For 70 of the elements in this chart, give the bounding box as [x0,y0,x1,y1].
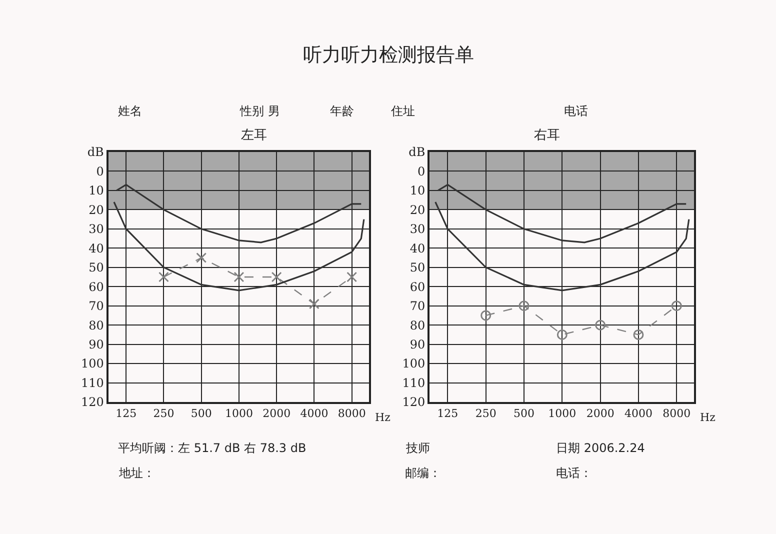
y-tick-label: 120 [80,395,104,410]
x-tick-label: 8000 [662,407,691,420]
point [518,300,530,312]
y-tick-label: 30 [88,222,104,236]
x-tick-label: 2000 [262,407,291,420]
y-tick-label: 60 [410,280,426,294]
text: 日期 2006.2.24 [556,441,645,455]
x-tick-label: 4000 [624,407,652,420]
y-tick-label: dB [408,145,426,160]
text: 姓名 [118,104,142,118]
point [556,329,568,340]
x-tick-label: 500 [513,407,534,420]
point [671,300,682,312]
point [633,329,644,340]
x-tick-label: 8000 [338,407,366,420]
point [480,310,492,321]
y-tick-label: 20 [88,202,104,217]
text: 地址： [118,466,155,480]
y-tick-label: 110 [402,376,426,390]
x-tick-label: 500 [190,407,212,420]
point [346,272,358,282]
x-tick-label: 1000 [548,407,576,420]
y-tick-label: 120 [402,395,426,410]
y-tick-label: 100 [80,356,104,371]
text: 年龄 [330,104,354,118]
x-axis-title: Hz [700,411,716,424]
y-tick-label: 70 [88,299,104,314]
y-tick-label: 10 [88,184,104,198]
x-tick-label: 2000 [586,407,614,420]
x-tick-label: 125 [116,407,137,420]
x-tick-label: 4000 [300,407,328,420]
y-tick-label: 0 [418,164,426,178]
x-axis-title: Hz [375,411,391,424]
x-tick-label: 125 [437,407,458,420]
point [234,272,244,282]
y-tick-label: 30 [410,222,426,236]
y-tick-label: 40 [88,241,104,256]
text: 技师 [405,441,430,455]
y-tick-label: 110 [80,376,104,390]
y-tick-label: dB [87,145,104,160]
x-tick-label: 1000 [224,407,253,420]
y-tick-label: 100 [402,356,426,371]
y-tick-label: 90 [410,338,426,352]
point [158,272,169,282]
text: 电话： [556,466,592,480]
chart-title: 左耳 [241,128,267,143]
y-tick-label: 70 [410,299,426,314]
text: 性别 男 [239,104,280,118]
point [196,252,207,264]
y-tick-label: 50 [88,260,104,275]
y-tick-label: 60 [88,280,104,294]
point [595,320,606,330]
text: 听力听力检测报告单 [303,44,474,66]
y-tick-label: 10 [410,184,426,198]
y-tick-label: 90 [88,338,104,352]
chart-title: 右耳 [534,128,560,143]
y-tick-label: 80 [410,318,426,332]
x-tick-label: 250 [475,407,496,420]
y-tick-label: 80 [88,318,104,332]
y-tick-label: 0 [96,164,104,178]
text: 电话 [564,104,588,118]
y-tick-label: 40 [410,241,426,256]
text: 住址 [390,104,415,118]
text: 平均听阈：左 51.7 dB 右 78.3 dB [118,441,306,455]
y-tick-label: 50 [410,260,426,275]
x-tick-label: 250 [153,407,174,420]
text: 邮编： [405,466,441,480]
point [271,272,282,282]
y-tick-label: 20 [410,202,426,217]
point [308,298,320,310]
